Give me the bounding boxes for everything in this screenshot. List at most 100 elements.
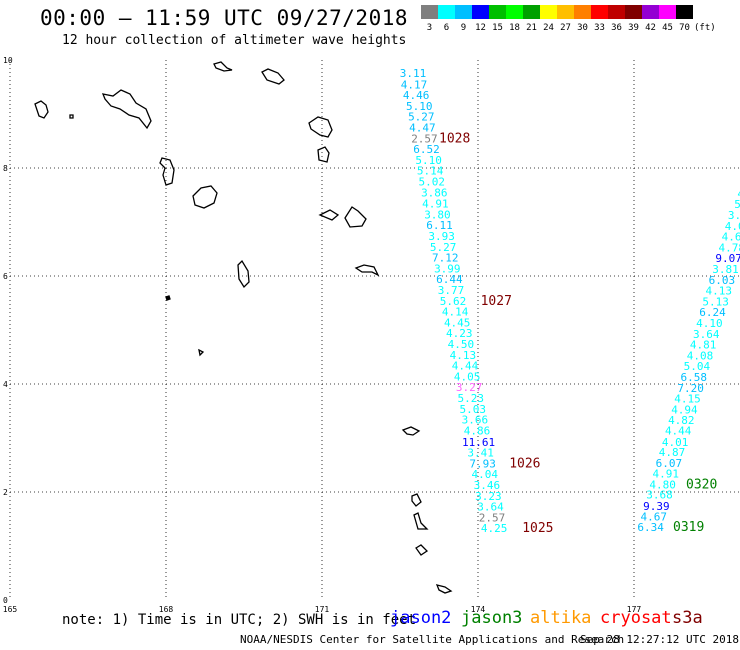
- wave-height-value: 5.02: [418, 176, 445, 189]
- wave-height-value: 5.27: [408, 111, 435, 124]
- wave-height-value: 6.58: [681, 371, 708, 384]
- pass-time-labels: 1028102710261025032103200319: [439, 131, 717, 536]
- wave-height-value: 4.05: [454, 370, 481, 383]
- colorbar-swatch: [608, 5, 625, 19]
- wave-height-value: 7.12: [432, 252, 459, 265]
- colorbar-swatch: [642, 5, 659, 19]
- lat-tick-label: 10: [3, 56, 13, 65]
- wave-height-value: 3.99: [434, 262, 461, 275]
- island-outline: [69, 114, 74, 119]
- lon-tick-label: 168: [159, 605, 174, 614]
- colorbar-label: 45: [662, 23, 673, 33]
- lat-tick-label: 0: [3, 596, 8, 605]
- lon-tick-label: 174: [471, 605, 486, 614]
- island-outline: [261, 68, 285, 85]
- wave-height-value: 6.34: [637, 521, 664, 534]
- island-outline: [165, 295, 171, 301]
- wave-height-value: 4.81: [690, 339, 717, 352]
- colorbar-unit: (ft): [694, 23, 716, 33]
- wave-height-value: 4.04: [472, 468, 499, 481]
- wave-height-value: 4.67: [641, 510, 668, 523]
- wave-height-value: 4.86: [464, 424, 491, 437]
- wave-height-value: 4.14: [442, 306, 469, 319]
- island-outline: [308, 116, 333, 138]
- wave-height-value: 4.01: [662, 436, 689, 449]
- island-outline: [34, 100, 49, 119]
- wave-height-value: 3.77: [438, 284, 465, 297]
- colorbar-label: 70: [679, 23, 690, 33]
- pass-time-label: 1027: [481, 294, 512, 309]
- colorbar-label: 9: [460, 23, 467, 33]
- wave-height-value: 4.44: [665, 424, 692, 437]
- wave-height-value: 4.91: [422, 198, 449, 211]
- wave-height-value: 5.62: [440, 295, 467, 308]
- wave-height-value: 3.05: [728, 209, 740, 222]
- wave-height-value: 4.69: [722, 231, 740, 244]
- wave-height-value: 3.93: [428, 230, 455, 243]
- colorbar-label: 33: [594, 23, 605, 33]
- colorbar-swatch: [557, 5, 574, 19]
- wave-height-value: 5.3: [734, 198, 740, 211]
- figure-subtitle: 12 hour collection of altimeter wave hei…: [62, 33, 407, 48]
- lon-tick-label: 171: [315, 605, 330, 614]
- wave-height-value: 7.20: [677, 382, 704, 395]
- wave-height-value: 6.03: [709, 274, 736, 287]
- wave-height-value: 6.44: [436, 273, 463, 286]
- wave-height-value: 3.86: [421, 186, 448, 199]
- colorbar-swatch: [574, 5, 591, 19]
- colorbar-label: 12: [475, 23, 486, 33]
- colorbar-swatch: [591, 5, 608, 19]
- colorbar-swatch: [506, 5, 523, 19]
- wave-height-value: 3.27: [456, 381, 483, 394]
- pass-time-label: 1025: [522, 521, 553, 536]
- colorbar-label: 42: [645, 23, 656, 33]
- wave-height-value: 4.13: [450, 349, 477, 362]
- island-outline: [415, 544, 429, 556]
- wave-height-value: 2.57: [479, 511, 506, 524]
- colorbar-swatch: [455, 5, 472, 19]
- colorbar-swatch: [472, 5, 489, 19]
- wave-height-value: 4.78: [719, 241, 740, 254]
- wave-height-value: 4.50: [448, 338, 475, 351]
- colorbar-label: 21: [526, 23, 537, 33]
- pass-time-label: 0319: [673, 520, 704, 535]
- wave-height-value: 3.64: [693, 328, 720, 341]
- lat-tick-label: 6: [3, 272, 8, 281]
- wave-height-value: 4.80: [649, 478, 676, 491]
- island-outline: [411, 493, 422, 507]
- lon-tick-label: 165: [3, 605, 18, 614]
- island-outline: [213, 61, 233, 72]
- pass-time-label: 1028: [439, 131, 470, 146]
- colorbar-swatch: [540, 5, 557, 19]
- wave-height-value: 4.15: [674, 393, 701, 406]
- wave-height-value: 9.07: [715, 252, 740, 265]
- colorbar-label: 36: [611, 23, 622, 33]
- island-outline: [101, 89, 152, 130]
- wave-height-value: 4.44: [452, 360, 479, 373]
- island-outline: [198, 348, 205, 357]
- wave-height-value: 3.46: [474, 479, 501, 492]
- island-outline: [413, 512, 429, 530]
- island-outline: [237, 259, 250, 289]
- wave-height-value: 6.52: [413, 143, 440, 156]
- wave-height-value: 6.07: [656, 457, 683, 470]
- pass-time-label: 1026: [509, 456, 540, 471]
- wave-height-value: 5.23: [457, 392, 484, 405]
- colorbar-swatch: [438, 5, 455, 19]
- lon-tick-label: 177: [627, 605, 642, 614]
- wave-height-value: 4.13: [706, 285, 733, 298]
- wave-height-value: 3.81: [712, 263, 739, 276]
- wave-height-value: 5.14: [417, 165, 444, 178]
- satellite-legend-item: jason3: [461, 608, 523, 628]
- colorbar-swatch: [659, 5, 676, 19]
- wave-height-value: 5.10: [406, 100, 433, 113]
- wave-height-value: 3.23: [475, 490, 502, 503]
- wave-height-value: 5.13: [702, 295, 729, 308]
- wave-height-value: 4.07: [725, 220, 740, 233]
- colorbar-label: 18: [509, 23, 520, 33]
- pass-time-label: 0320: [686, 477, 717, 492]
- satellite-legend-item: cryosat: [600, 608, 672, 628]
- generation-timestamp: Sep 28 12:27:12 UTC 2018: [580, 633, 739, 646]
- wave-height-value: 3.80: [424, 208, 451, 221]
